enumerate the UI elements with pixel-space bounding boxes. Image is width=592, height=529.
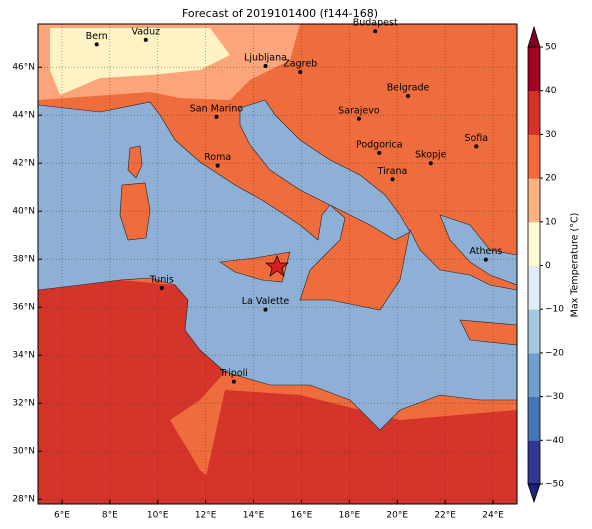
- city-marker: [214, 114, 219, 119]
- city-marker: [373, 29, 378, 34]
- colorbar-segment: [528, 265, 540, 310]
- colorbar-segment: [528, 47, 540, 92]
- colorbar-tick-label: 30: [545, 130, 557, 140]
- y-tick-label: 30°N: [12, 447, 35, 457]
- city-marker: [377, 150, 382, 155]
- colorbar-tick-label: −20: [545, 348, 564, 358]
- y-tick-label: 32°N: [12, 399, 35, 409]
- land-hot: [200, 390, 517, 504]
- colorbar-segment: [528, 178, 540, 223]
- colorbar-extend-over: [527, 25, 541, 48]
- city-marker: [406, 94, 411, 98]
- city-marker: [356, 116, 361, 121]
- map: [38, 24, 517, 504]
- x-tick-label: 20°E: [386, 511, 408, 521]
- x-tick-label: 24°E: [482, 511, 504, 521]
- city-label: Athens: [469, 246, 502, 257]
- y-tick-label: 40°N: [12, 207, 35, 217]
- city-marker: [474, 144, 479, 149]
- city-marker: [298, 70, 303, 74]
- city-label: Sarajevo: [338, 105, 380, 116]
- y-tick-label: 38°N: [12, 255, 35, 265]
- y-tick-label: 28°N: [12, 495, 35, 505]
- colorbar-segment: [528, 134, 540, 179]
- city-label: San Marino: [190, 103, 243, 114]
- y-tick-label: 34°N: [12, 351, 35, 361]
- colorbar-tick-label: −10: [545, 305, 564, 315]
- y-tick-label: 46°N: [12, 63, 35, 73]
- city-label: Podgorica: [356, 139, 403, 150]
- colorbar-tick-label: 20: [545, 174, 557, 184]
- adriatic-sea: [239, 99, 411, 241]
- colorbar-tick-label: −50: [545, 480, 564, 490]
- x-tick-label: 22°E: [434, 511, 456, 521]
- colorbar-tick-label: 0: [545, 261, 551, 271]
- colorbar-segment: [528, 90, 540, 135]
- x-tick-label: 12°E: [195, 511, 217, 521]
- map-frame: [37, 23, 518, 505]
- island: [127, 145, 143, 179]
- city-marker: [159, 286, 164, 290]
- colorbar-segment: [528, 221, 540, 266]
- x-tick-label: 10°E: [147, 511, 169, 521]
- colorbar-tick-label: 10: [545, 217, 557, 227]
- city-marker: [483, 257, 488, 262]
- y-tick-label: 42°N: [12, 159, 35, 169]
- x-tick-label: 18°E: [339, 511, 361, 521]
- colorbar-segment: [528, 309, 540, 354]
- colorbar-tick-label: 40: [545, 86, 557, 96]
- city-marker: [143, 37, 148, 42]
- y-tick-label: 36°N: [12, 303, 35, 313]
- x-tick-label: 6°E: [54, 511, 70, 521]
- y-tick-label: 44°N: [12, 111, 35, 121]
- city-label: Bern: [86, 31, 108, 42]
- x-tick-label: 8°E: [102, 511, 118, 521]
- city-label: Belgrade: [387, 83, 430, 94]
- colorbar-segment: [528, 352, 540, 398]
- city-label: Vaduz: [131, 26, 160, 37]
- city-label: Tunis: [149, 275, 174, 286]
- city-marker: [263, 64, 268, 68]
- x-tick-label: 14°E: [243, 511, 265, 521]
- colorbar-extend-under: [527, 483, 541, 504]
- colorbar-segment: [528, 396, 540, 441]
- aegean-sea: [439, 214, 517, 286]
- colorbar-segment: [528, 440, 540, 485]
- city-marker: [231, 379, 236, 384]
- city-marker: [390, 177, 395, 182]
- city-marker: [428, 161, 433, 166]
- colorbar-tick-label: 50: [545, 43, 557, 53]
- city-marker: [215, 163, 220, 168]
- city-label: Budapest: [353, 18, 398, 29]
- city-label: Tripoli: [219, 368, 248, 379]
- city-label: Zagreb: [283, 59, 317, 70]
- city-marker: [94, 42, 99, 47]
- city-label: La Valette: [242, 296, 290, 307]
- city-label: Skopje: [415, 150, 447, 161]
- colorbar-label: Max Temperature (°C): [570, 213, 581, 318]
- colorbar-tick-label: −40: [545, 436, 564, 446]
- city-marker: [263, 307, 268, 312]
- x-tick-label: 16°E: [291, 511, 313, 521]
- city-label: Tirana: [377, 166, 408, 177]
- title: Forecast of 2019101400 (f144-168): [182, 7, 378, 20]
- city-label: Sofia: [464, 133, 488, 144]
- city-label: Roma: [204, 152, 231, 163]
- city-label: Ljubljana: [244, 53, 287, 64]
- colorbar-tick-label: −30: [545, 392, 564, 402]
- star-marker: [265, 255, 289, 277]
